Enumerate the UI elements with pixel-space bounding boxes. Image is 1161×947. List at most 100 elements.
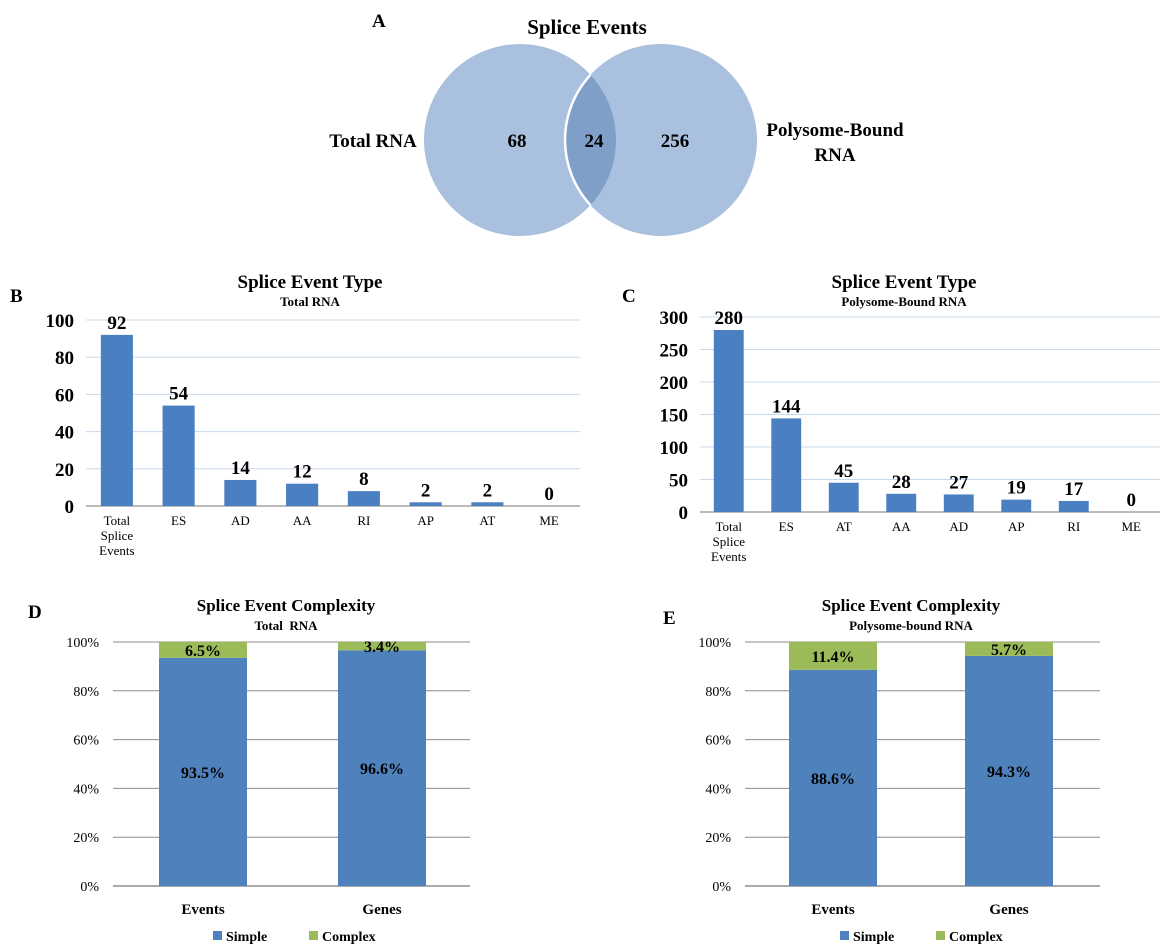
chart-c-x-tick-label: ES [779,519,794,534]
chart-b-data-label: 54 [169,384,189,405]
chart-d-bar-complex [338,642,426,651]
chart-c-data-label: 0 [1127,490,1137,511]
chart-c-x-tick-label: Events [711,549,746,564]
chart-c-bar [771,418,802,512]
chart-e-label-complex: 11.4% [811,649,854,666]
chart-c-y-tick-label: 150 [660,406,689,427]
chart-b-data-label: 2 [421,480,431,501]
chart-d-label-simple: 96.6% [360,761,404,778]
chart-d-label-complex: 3.4% [364,639,400,656]
chart-d-y-tick-label: 20% [73,831,99,846]
panel-label-e: E [663,608,676,629]
chart-c-y-tick-label: 100 [660,438,689,459]
chart-b-data-label: 0 [544,484,554,505]
chart-e-bar-complex [789,642,877,670]
chart-e-bar-simple [789,669,877,886]
venn-circle-polysome-rna [565,44,757,236]
panel-label-c: C [622,286,636,307]
chart-d-legend-label-simple: Simple [226,930,267,945]
chart-c-x-tick-label: ME [1122,519,1142,534]
chart-d-label-simple: 93.5% [181,765,225,782]
chart-e-subtitle: Polysome-bound RNA [849,618,973,633]
chart-e-title: Splice Event Complexity [822,596,1001,615]
venn-overlap-value: 24 [585,131,605,152]
chart-c-x-tick-label: AP [1008,519,1025,534]
chart-e-legend-label-simple: Simple [853,930,894,945]
chart-d-y-tick-label: 80% [73,685,99,700]
chart-c-bar [886,493,917,512]
chart-c-data-label: 280 [715,308,744,329]
chart-b-x-tick-label: Splice [101,528,134,543]
venn-circle-border [563,44,616,236]
chart-c-bar [713,330,744,512]
chart-b-y-tick-label: 80 [55,348,74,369]
chart-d-subtitle: Total RNA [254,618,318,633]
chart-c-y-tick-label: 200 [660,373,689,394]
chart-e-label-simple: 88.6% [811,771,855,788]
chart-c-x-tick-label: AA [892,519,911,534]
chart-b-subtitle: Total RNA [280,294,340,309]
chart-b-x-tick-label: Events [99,543,134,558]
chart-b-data-label: 8 [359,469,369,490]
chart-b-x-tick-label: ES [171,513,186,528]
chart-e-bar-simple [965,655,1053,886]
chart-b-y-tick-label: 0 [65,497,75,518]
panel-label-b: B [10,286,23,307]
chart-b-bar [224,479,257,506]
venn-title: Splice Events [527,15,647,39]
chart-c-y-tick-label: 50 [669,471,688,492]
chart-b-x-tick-label: AP [417,513,434,528]
venn-left-only-value: 68 [508,131,527,152]
chart-b-bar [471,502,504,506]
chart-d-y-tick-label: 100% [66,636,99,651]
chart-c-subtitle: Polysome-Bound RNA [841,294,967,309]
chart-b-x-tick-label: ME [539,513,559,528]
chart-d-x-tick-label: Events [181,902,225,918]
chart-b-y-tick-label: 60 [55,385,74,406]
chart-c-x-tick-label: AD [949,519,968,534]
chart-b-bar [409,502,442,506]
chart-d-legend-label-complex: Complex [322,930,376,945]
chart-c-data-label: 28 [892,472,911,493]
chart-e-label-simple: 94.3% [987,764,1031,781]
chart-b-y-tick-label: 40 [55,423,74,444]
chart-e-plot-area: 0% 20% 40% 60% 80% 100% 88.6% 11.4% Events 94.3% 5… [698,636,1100,945]
chart-e-y-tick-label: 60% [705,734,731,749]
panel-label-d: D [28,602,42,623]
chart-d-bar-simple [338,650,426,886]
chart-e-y-tick-label: 80% [705,685,731,700]
panel-label-a: A [372,11,386,32]
chart-b-bar [162,405,195,506]
chart-c-bar [943,494,974,512]
chart-b-data-label: 14 [231,458,251,479]
venn-right-label-line1: Polysome-Bound [766,120,904,141]
chart-c-bar [1058,500,1089,512]
chart-d-y-tick-label: 0% [80,880,99,895]
chart-e-bar-complex [965,642,1053,656]
chart-b-bar [286,483,319,506]
chart-c-y-tick-label: 300 [660,308,689,329]
chart-d-plot-area: 0% 20% 40% 60% 80% 100% 93.5% 6.5% Events 96.6% 3.… [66,636,470,945]
venn-left-label: Total RNA [329,131,417,152]
chart-b-data-label: 92 [107,313,126,334]
chart-c-y-tick-label: 250 [660,341,689,362]
chart-d-y-tick-label: 40% [73,782,99,797]
chart-c-title: Splice Event Type [832,272,977,293]
chart-c-y-tick-label: 0 [679,503,689,524]
chart-b-bar [347,491,380,506]
chart-c-x-tick-label: AT [836,519,852,534]
chart-b-bar [100,334,133,506]
chart-b-x-tick-label: AD [231,513,250,528]
chart-d-bar-simple [159,657,247,886]
chart-d-label-complex: 6.5% [185,643,221,660]
chart-e-x-tick-label: Events [811,902,855,918]
chart-c-data-label: 17 [1064,479,1084,500]
chart-c-bar [828,482,859,512]
chart-e-y-tick-label: 20% [705,831,731,846]
chart-b-data-label: 12 [293,462,312,483]
chart-e-legend-swatch-simple [840,931,849,940]
